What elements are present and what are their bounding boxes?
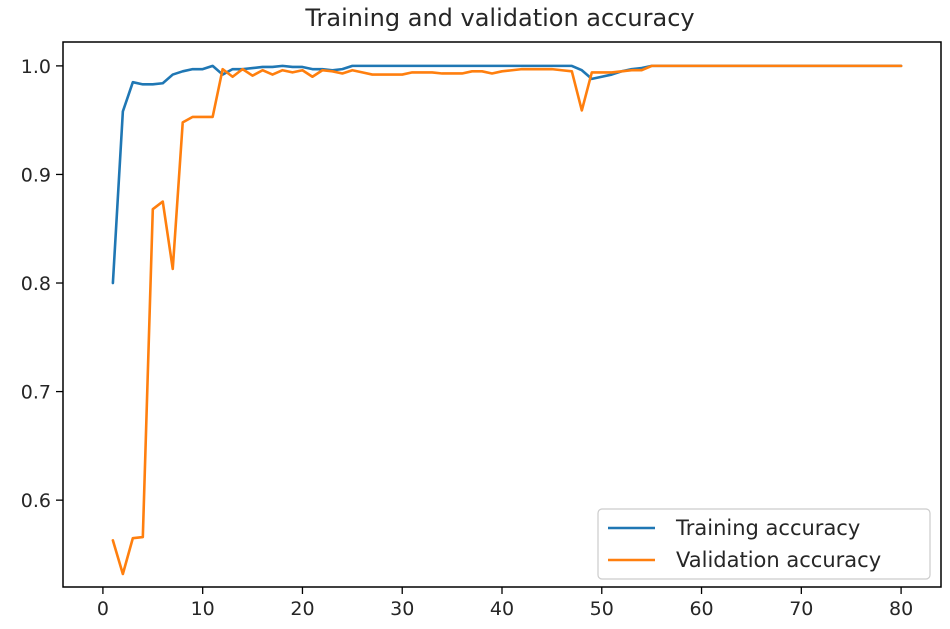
legend-label-validation: Validation accuracy [676, 548, 881, 572]
series-layer [111, 64, 903, 576]
y-tick-label: 0.8 [21, 273, 51, 295]
y-tick-label: 0.9 [21, 164, 51, 186]
x-tick-label: 30 [390, 598, 414, 620]
chart-title: Training and validation accuracy [304, 4, 694, 32]
series-line-training [111, 64, 903, 285]
y-tick-label: 0.6 [21, 490, 51, 512]
y-tick-label: 1.0 [21, 56, 51, 78]
x-tick-label: 10 [191, 598, 215, 620]
legend: Training accuracy Validation accuracy [597, 508, 931, 580]
x-tick-label: 60 [689, 598, 713, 620]
y-tick-label: 0.7 [21, 382, 51, 404]
x-tick-label: 0 [97, 598, 109, 620]
x-tick-label: 40 [490, 598, 514, 620]
legend-box [597, 508, 931, 580]
x-tick-label: 70 [789, 598, 813, 620]
x-tick-label: 80 [889, 598, 913, 620]
plot-frame [62, 41, 942, 588]
legend-label-training: Training accuracy [675, 516, 860, 540]
series-line-validation [111, 64, 903, 576]
x-tick-label: 20 [290, 598, 314, 620]
y-axis: 0.6 0.7 0.8 0.9 1.0 [21, 56, 63, 512]
x-axis: 0 10 20 30 40 50 60 70 80 [97, 587, 913, 620]
plot-area [62, 41, 942, 588]
x-tick-label: 50 [590, 598, 614, 620]
